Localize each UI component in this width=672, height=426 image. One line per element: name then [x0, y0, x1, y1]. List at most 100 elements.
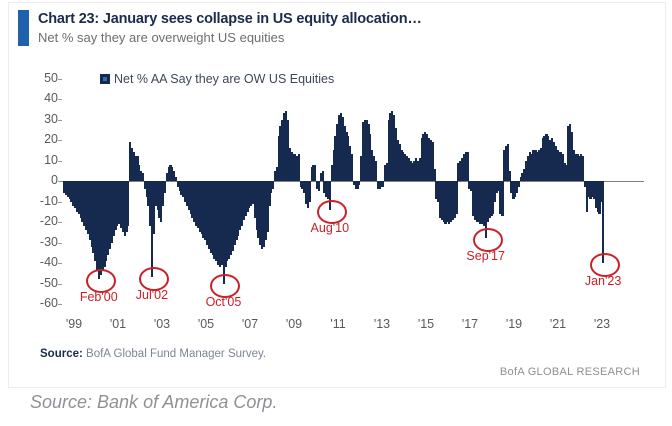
bar: [339, 113, 343, 181]
bar: [495, 181, 499, 194]
bar: [206, 181, 209, 245]
bar: [152, 181, 156, 235]
y-axis-label: 0: [51, 173, 58, 187]
bar: [125, 181, 128, 233]
y-axis-tick: [58, 99, 62, 100]
chart-title: Chart 23: January sees collapse in US eq…: [38, 11, 422, 27]
bar: [112, 181, 115, 237]
bar: [145, 181, 148, 198]
bar: [352, 181, 355, 186]
x-axis-label: '13: [373, 317, 391, 331]
bar: [328, 181, 332, 210]
bar: [191, 181, 194, 218]
bar: [317, 181, 321, 192]
x-axis-label: '17: [461, 317, 479, 331]
bar: [85, 181, 88, 231]
bar: [204, 181, 207, 241]
bar: [592, 181, 596, 200]
bar: [270, 181, 273, 194]
bar: [277, 135, 280, 181]
x-axis-label: '07: [241, 317, 259, 331]
bar: [460, 158, 464, 181]
bar: [550, 137, 554, 181]
bar: [506, 144, 510, 181]
bar: [268, 181, 271, 206]
bar: [534, 150, 537, 181]
bar: [537, 150, 541, 181]
bar: [336, 123, 339, 181]
bar: [266, 181, 269, 233]
bar: [283, 113, 286, 181]
annotation-label: Feb'00: [79, 290, 118, 305]
bar: [404, 154, 407, 181]
bar: [378, 181, 381, 190]
bar: [327, 181, 330, 200]
bar: [559, 152, 563, 181]
bar: [422, 133, 425, 181]
bar: [217, 181, 220, 266]
bar: [499, 181, 502, 214]
y-axis-label: 20: [44, 132, 58, 146]
annotation-label: Jan'23: [584, 274, 622, 288]
bar: [107, 181, 110, 255]
bar: [261, 181, 264, 249]
bar: [508, 170, 511, 181]
bar: [543, 135, 546, 181]
bar: [528, 152, 532, 181]
bar: [552, 142, 555, 181]
bar: [591, 181, 594, 198]
bar: [330, 164, 333, 181]
bar: [581, 156, 585, 181]
bar: [515, 181, 519, 194]
bar: [279, 125, 282, 181]
x-axis-label: '15: [417, 317, 435, 331]
bar: [437, 181, 440, 202]
bar: [195, 181, 198, 227]
brand-text: BofA GLOBAL RESEARCH: [499, 366, 640, 378]
bar: [193, 181, 196, 222]
bar: [281, 119, 284, 181]
bar: [246, 181, 249, 212]
bar: [235, 181, 238, 241]
y-axis-label: 40: [44, 91, 58, 105]
y-axis-tick: [58, 242, 62, 244]
bar: [222, 181, 225, 284]
bar: [473, 181, 476, 220]
bar: [196, 181, 200, 229]
y-axis-tick: [58, 78, 62, 80]
bar: [264, 181, 267, 241]
bar: [215, 181, 218, 261]
bar: [475, 181, 478, 222]
y-axis-tick: [58, 222, 62, 223]
bar: [554, 146, 557, 181]
bar: [308, 181, 311, 202]
bar: [79, 181, 82, 218]
chart-subtitle: Net % say they are overweight US equitie…: [38, 30, 285, 45]
x-axis-label: '03: [153, 317, 171, 331]
bar: [213, 181, 216, 259]
bar: [74, 181, 77, 208]
bar: [585, 181, 588, 212]
bar: [288, 148, 291, 181]
bar: [374, 160, 377, 181]
bar: [211, 181, 214, 255]
bar: [92, 181, 95, 253]
bar: [405, 156, 409, 181]
x-axis-label: '09: [285, 317, 303, 331]
bar: [589, 181, 592, 200]
bar: [94, 181, 97, 261]
bar: [382, 181, 385, 188]
bar: [127, 181, 130, 227]
y-axis-tick: [58, 304, 62, 305]
annotation-label: Oct'05: [205, 294, 242, 309]
bar: [602, 181, 605, 263]
bar: [383, 164, 387, 181]
bar: [233, 181, 236, 245]
bar: [110, 181, 113, 243]
bar: [345, 131, 348, 181]
bar: [387, 119, 390, 181]
bar: [200, 181, 203, 235]
bar: [259, 181, 262, 245]
bar: [349, 146, 352, 181]
annotation-circle: [316, 199, 347, 224]
